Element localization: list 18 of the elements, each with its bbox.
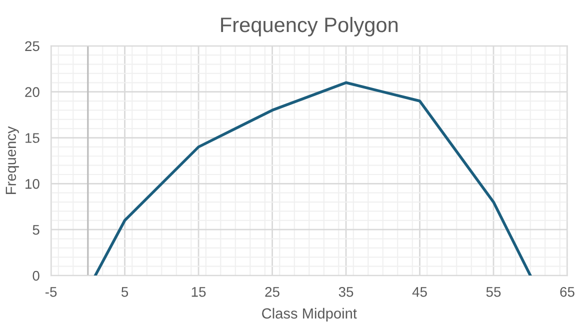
chart-title: Frequency Polygon: [221, 16, 398, 36]
line-series: [94, 81, 532, 276]
x-tick-label: 25: [265, 287, 280, 297]
x-tick-label: 15: [192, 287, 206, 297]
x-tick-label: 55: [486, 287, 501, 297]
y-tick-label: 25: [25, 41, 40, 52]
x-tick-label: -5: [45, 287, 57, 297]
x-tick-label: 5: [121, 287, 128, 297]
x-tick-label: 35: [338, 287, 354, 297]
x-tick-label: 65: [560, 287, 574, 297]
y-axis-title: Frequency: [6, 126, 19, 194]
y-tick-label: 10: [26, 179, 40, 189]
y-tick-label: 20: [25, 87, 40, 98]
x-axis-title: Class Midpoint: [262, 308, 357, 322]
y-tick-label: 15: [26, 133, 40, 143]
y-tick-label: 0: [32, 270, 40, 281]
x-tick-label: 45: [412, 287, 427, 297]
y-tick-label: 5: [32, 225, 40, 235]
